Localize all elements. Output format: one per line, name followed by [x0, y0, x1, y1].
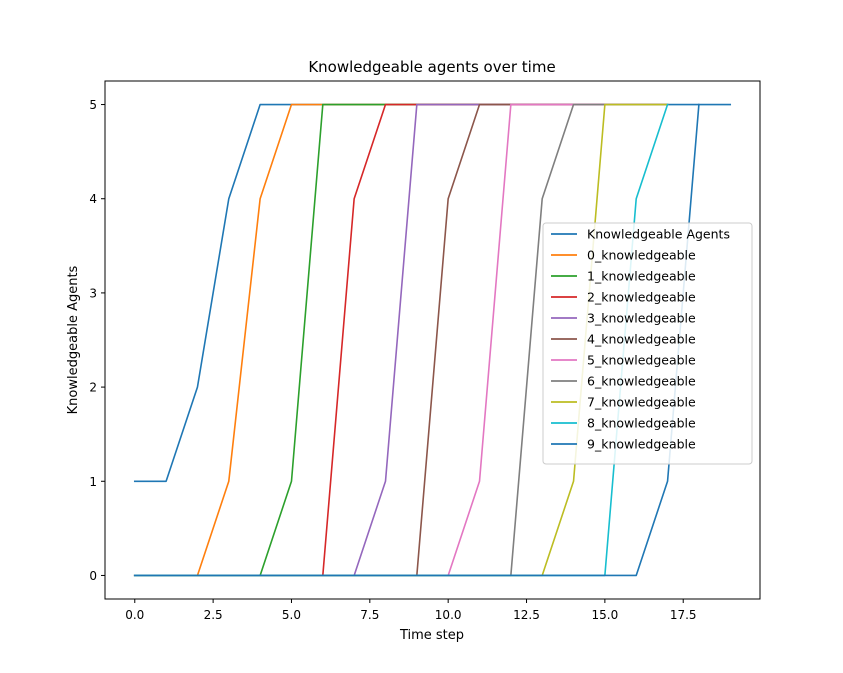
x-tick-label: 2.5	[204, 608, 223, 622]
y-axis-ticks: 0 1 2 3 4 5	[89, 98, 105, 583]
plot-frame	[104, 80, 761, 600]
legend-label: 7_knowledgeable	[587, 395, 696, 410]
y-axis-label: Knowledgeable Agents	[66, 265, 81, 414]
legend-label: 2_knowledgeable	[587, 290, 696, 305]
legend-label: 5_knowledgeable	[587, 353, 696, 368]
legend-label: 1_knowledgeable	[587, 269, 696, 284]
series-layer	[133, 103, 732, 577]
x-tick-label: 5.0	[282, 608, 301, 622]
y-tick-label: 0	[89, 569, 97, 583]
legend-label: Knowledgeable Agents	[587, 227, 730, 242]
chart-title: Knowledgeable agents over time	[308, 58, 555, 76]
legend-label: 4_knowledgeable	[587, 332, 696, 347]
x-tick-label: 7.5	[360, 608, 379, 622]
y-tick-label: 1	[89, 475, 97, 489]
legend-label: 9_knowledgeable	[587, 437, 696, 452]
x-tick-label: 0.0	[125, 608, 144, 622]
y-tick-label: 3	[89, 286, 97, 300]
x-tick-label: 12.5	[513, 608, 540, 622]
legend-label: 8_knowledgeable	[587, 416, 696, 431]
legend-box	[542, 222, 753, 465]
legend-label: 0_knowledgeable	[587, 248, 696, 263]
y-tick-label: 5	[89, 98, 97, 112]
legend-label: 3_knowledgeable	[587, 311, 696, 326]
y-tick-label: 4	[89, 192, 97, 206]
x-tick-label: 15.0	[592, 608, 619, 622]
x-tick-label: 10.0	[435, 608, 462, 622]
x-axis-ticks: 0.0 2.5 5.0 7.5 10.0 12.5 15.0 17.5	[125, 599, 697, 622]
x-tick-label: 17.5	[670, 608, 697, 622]
y-tick-label: 2	[89, 381, 97, 395]
legend-label: 6_knowledgeable	[587, 374, 696, 389]
x-axis-label: Time step	[399, 628, 464, 643]
series-line-10	[133, 103, 700, 577]
legend: Knowledgeable Agents 0_knowledgeable 1_kno…	[542, 222, 753, 465]
